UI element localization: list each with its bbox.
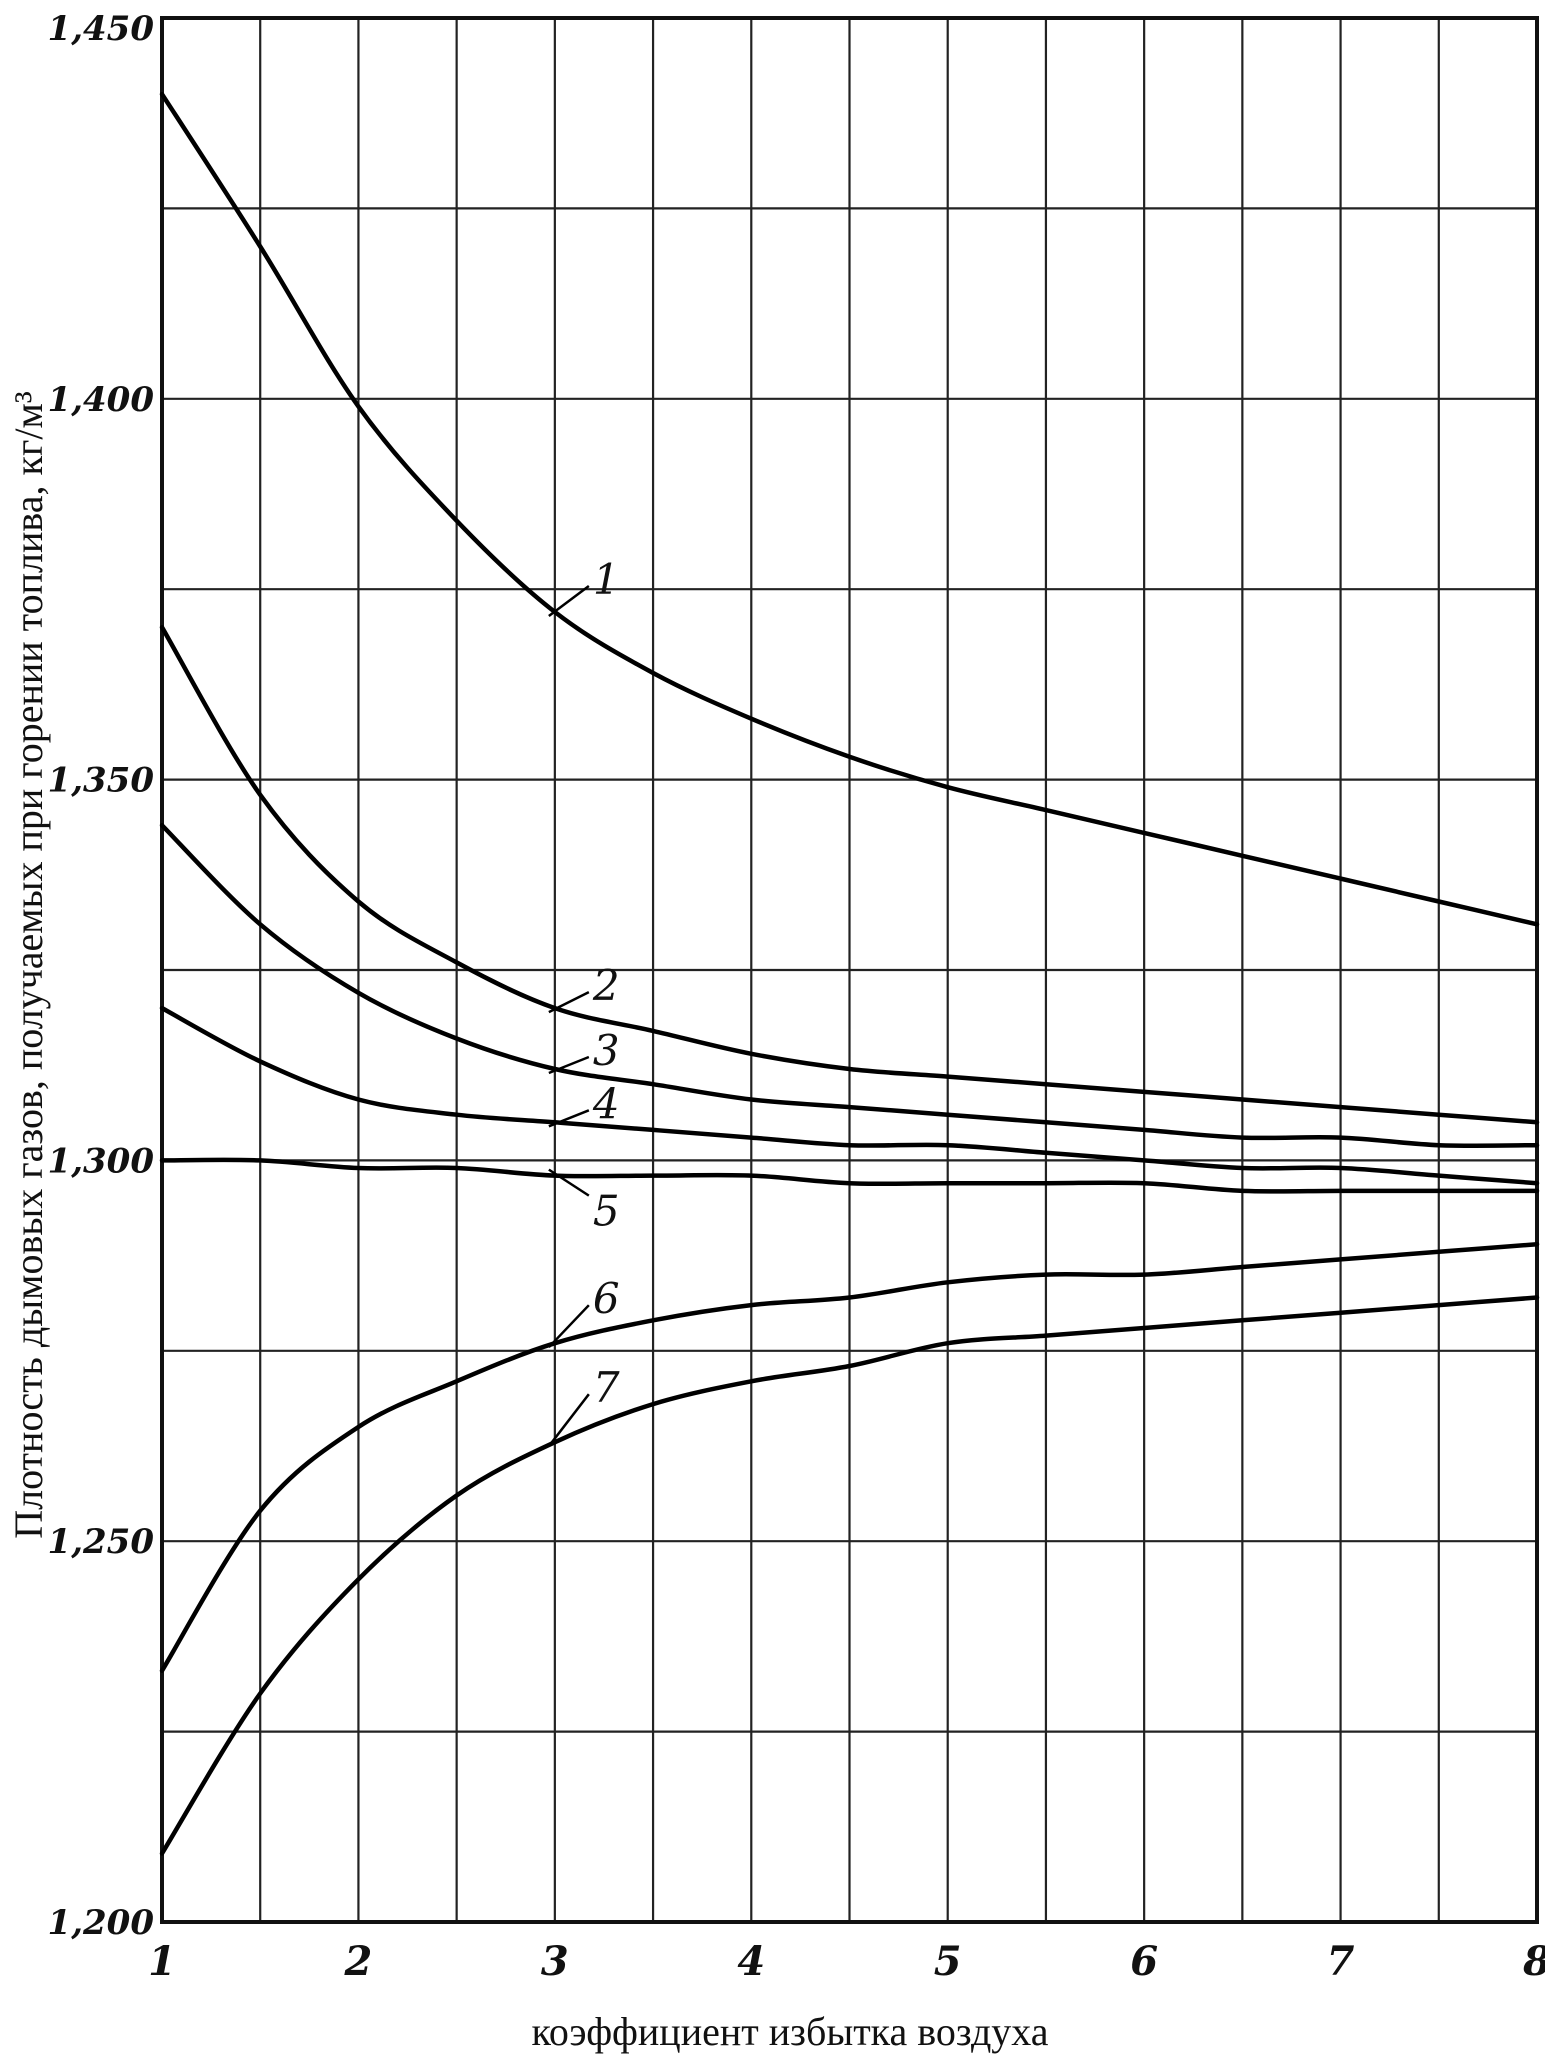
- y-tick-label: 1,250: [48, 1522, 155, 1562]
- curve-labels: 1 2 34 5 6 7: [547, 555, 620, 1447]
- series-line-2: [159, 625, 1540, 1125]
- y-tick-label: 1,400: [48, 380, 155, 420]
- curve-label-2: 2: [592, 961, 620, 1010]
- curve-label-leader: [548, 1109, 590, 1128]
- curve-label-leader: [547, 1393, 590, 1447]
- curve-label-leader: [548, 585, 590, 618]
- y-tick-label: 1,450: [48, 9, 155, 49]
- curve-label-5: 5: [593, 1187, 620, 1236]
- y-tick-label: 1,200: [48, 1903, 155, 1943]
- y-axis-title: Плотность дымовых газов, получаемых при …: [6, 391, 51, 1539]
- x-axis-title: коэффициент избытка воздуха: [531, 2009, 1048, 2054]
- x-tick-label: 1: [148, 1938, 176, 1985]
- x-tick-label: 8: [1522, 1938, 1545, 1985]
- series-line-7: [159, 1295, 1540, 1856]
- curve-label-7: 7: [593, 1363, 620, 1412]
- curve-label-3: 3: [593, 1026, 620, 1075]
- grid: [160, 16, 1539, 1924]
- curve-label-1: 1: [593, 555, 620, 604]
- x-tick-label: 7: [1327, 1938, 1355, 1985]
- y-tick-label: 1,300: [48, 1141, 155, 1181]
- y-tick-label: 1,350: [48, 761, 155, 801]
- series-line-6: [159, 1241, 1540, 1673]
- curve-label-leader: [548, 990, 590, 1014]
- series-line-4: [159, 1005, 1540, 1186]
- curve-label-leader: [548, 1055, 590, 1075]
- series-line-5: [159, 1157, 1540, 1194]
- x-tick-label: 2: [344, 1938, 373, 1985]
- series-line-3: [159, 823, 1540, 1148]
- x-tick-label: 3: [541, 1938, 569, 1985]
- curve-label-leader: [547, 1304, 590, 1349]
- x-tick-label: 6: [1130, 1938, 1158, 1985]
- plot-frame: [160, 16, 1539, 1924]
- curves: [159, 91, 1540, 1856]
- curve-label-leader: [548, 1168, 590, 1197]
- x-tick-label: 4: [737, 1938, 765, 1985]
- series-line-1: [159, 91, 1540, 927]
- curve-label-4: 4: [592, 1079, 620, 1128]
- x-tick-label: 5: [934, 1938, 962, 1985]
- curve-label-6: 6: [593, 1274, 620, 1323]
